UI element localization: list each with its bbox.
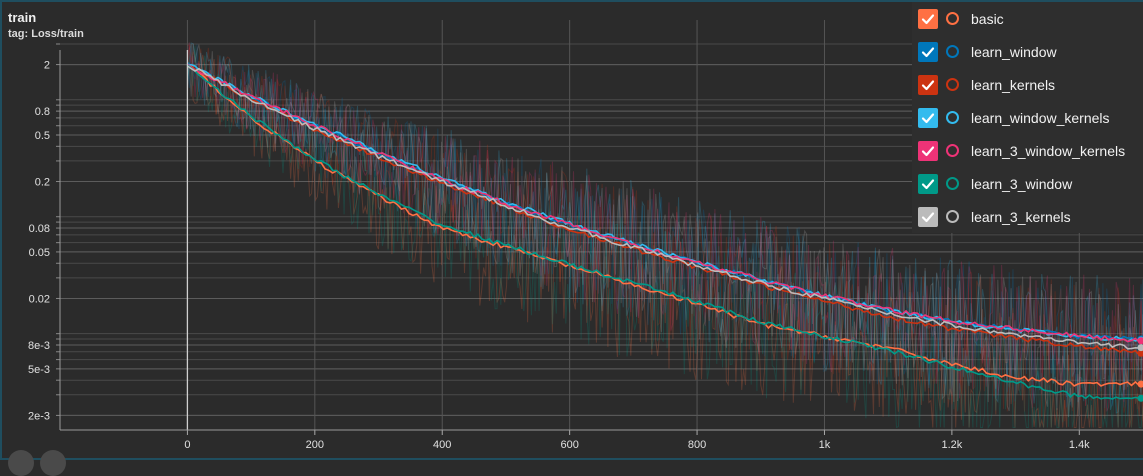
avatar[interactable]	[8, 450, 34, 476]
y-tick-label: 0.8	[35, 106, 50, 118]
checkbox-checked-icon[interactable]	[918, 108, 938, 128]
legend-item-basic[interactable]: basic	[912, 2, 1143, 35]
checkbox-checked-icon[interactable]	[918, 174, 938, 194]
x-tick-label: 1k	[819, 439, 831, 451]
series-color-ring-icon[interactable]	[946, 111, 959, 124]
avatar[interactable]	[40, 450, 66, 476]
x-tick-label: 400	[433, 439, 451, 451]
checkbox-checked-icon[interactable]	[918, 42, 938, 62]
legend-label: learn_window_kernels	[971, 110, 1110, 126]
y-tick-label: 5e-3	[28, 364, 50, 376]
series-color-ring-icon[interactable]	[946, 210, 959, 223]
legend-item-learn_window[interactable]: learn_window	[912, 35, 1143, 68]
legend-item-learn_kernels[interactable]: learn_kernels	[912, 68, 1143, 101]
y-tick-label: 2	[44, 60, 50, 72]
checkbox-checked-icon[interactable]	[918, 141, 938, 161]
series-color-ring-icon[interactable]	[946, 177, 959, 190]
legend-label: learn_window	[971, 44, 1057, 60]
x-tick-label: 600	[560, 439, 578, 451]
checkbox-checked-icon[interactable]	[918, 75, 938, 95]
y-tick-label: 0.5	[35, 130, 50, 142]
series-color-ring-icon[interactable]	[946, 78, 959, 91]
y-tick-label: 0.02	[29, 293, 50, 305]
legend-label: learn_3_window	[971, 176, 1072, 192]
series-color-ring-icon[interactable]	[946, 144, 959, 157]
x-tick-label: 800	[688, 439, 706, 451]
y-tick-label: 0.2	[35, 177, 50, 189]
legend-item-learn_3_window_kernels[interactable]: learn_3_window_kernels	[912, 134, 1143, 167]
legend-item-learn_3_window[interactable]: learn_3_window	[912, 167, 1143, 200]
legend-label: learn_3_kernels	[971, 209, 1071, 225]
chart-subtitle: tag: Loss/train	[8, 28, 84, 40]
y-tick-label: 0.05	[29, 247, 50, 259]
legend-label: learn_kernels	[971, 77, 1055, 93]
x-tick-label: 0	[184, 439, 190, 451]
x-tick-label: 1.4k	[1069, 439, 1090, 451]
legend-item-learn_window_kernels[interactable]: learn_window_kernels	[912, 101, 1143, 134]
x-tick-label: 200	[306, 439, 324, 451]
chart-title: train	[8, 10, 36, 25]
y-tick-label: 2e-3	[28, 410, 50, 422]
series-color-ring-icon[interactable]	[946, 12, 959, 25]
legend-label: learn_3_window_kernels	[971, 143, 1125, 159]
x-tick-label: 1.2k	[941, 439, 962, 451]
legend-label: basic	[971, 11, 1004, 27]
y-tick-label: 0.08	[29, 223, 50, 235]
checkbox-checked-icon[interactable]	[918, 207, 938, 227]
legend: basic learn_window learn_kernels learn_wind…	[912, 2, 1143, 233]
y-tick-label: 8e-3	[28, 340, 50, 352]
legend-item-learn_3_kernels[interactable]: learn_3_kernels	[912, 200, 1143, 233]
checkbox-checked-icon[interactable]	[918, 9, 938, 29]
series-color-ring-icon[interactable]	[946, 45, 959, 58]
